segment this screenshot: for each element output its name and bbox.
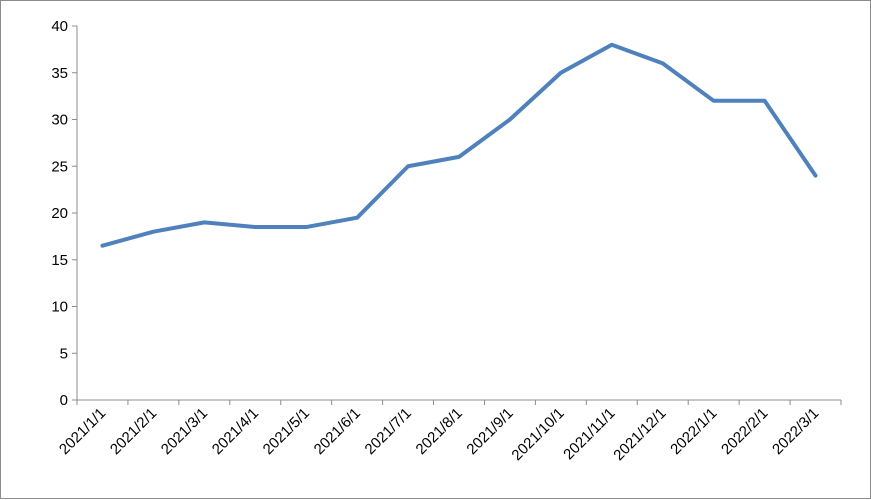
- data-point: [100, 244, 104, 248]
- y-tick-label: 15: [51, 252, 68, 269]
- series-line-0: [100, 42, 818, 248]
- x-tick-label: 2021/1/1: [56, 405, 109, 458]
- data-point: [202, 220, 206, 224]
- data-point: [304, 225, 308, 229]
- x-tick-label: 2021/11/1: [560, 405, 618, 463]
- series-group: [100, 42, 818, 248]
- data-point: [559, 71, 563, 75]
- x-tick-label: 2021/2/1: [107, 405, 160, 458]
- data-point: [355, 216, 359, 220]
- x-tick-label: 2021/5/1: [260, 405, 313, 458]
- x-tick-label: 2021/10/1: [508, 405, 567, 464]
- y-tick-label: 5: [60, 345, 68, 362]
- data-point: [661, 61, 665, 65]
- x-tick-label: 2021/7/1: [362, 405, 415, 458]
- data-point: [457, 155, 461, 159]
- x-tick-label: 2022/3/1: [769, 405, 822, 458]
- data-point: [712, 99, 716, 103]
- y-tick-label: 0: [60, 392, 68, 409]
- y-tick-label: 40: [51, 18, 68, 35]
- data-point: [253, 225, 257, 229]
- data-point: [508, 118, 512, 122]
- y-tick-label: 30: [51, 112, 68, 129]
- x-tick-label: 2021/4/1: [209, 405, 262, 458]
- x-tick-label: 2021/12/1: [610, 405, 669, 464]
- x-axis: 2021/1/12021/2/12021/3/12021/4/12021/5/1…: [56, 399, 842, 464]
- y-tick-label: 10: [51, 299, 68, 316]
- y-axis: 0 5 10 15 20 25 30 35 40: [51, 18, 78, 409]
- x-tick-label: 2021/6/1: [311, 405, 364, 458]
- x-tick-label: 2021/9/1: [463, 405, 516, 458]
- x-tick-label: 2021/8/1: [413, 405, 466, 458]
- data-point: [406, 164, 410, 168]
- data-point: [763, 99, 767, 103]
- y-tick-label: 35: [51, 65, 68, 82]
- x-tick-label: 2022/1/1: [667, 405, 720, 458]
- data-point: [814, 174, 818, 178]
- x-tick-label: 2022/2/1: [718, 405, 771, 458]
- data-point: [151, 230, 155, 234]
- y-tick-label: 20: [51, 205, 68, 222]
- data-point: [610, 43, 614, 47]
- x-tick-label: 2021/3/1: [158, 405, 211, 458]
- y-tick-label: 25: [51, 158, 68, 175]
